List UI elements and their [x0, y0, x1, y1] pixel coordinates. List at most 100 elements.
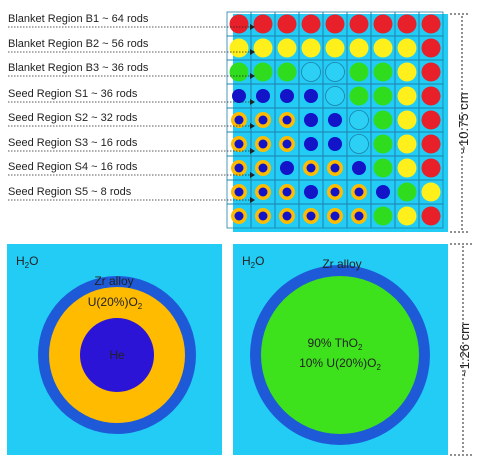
- rod-seed-ring-core: [234, 211, 244, 221]
- rod-seed-ring-core: [306, 163, 316, 173]
- rod-blanket-b2: [349, 38, 369, 58]
- rod-empty: [349, 134, 369, 154]
- rod-seed: [280, 161, 294, 175]
- region-labels: Blanket Region B1 ~ 64 rods Blanket Regio…: [8, 13, 255, 203]
- blanket-cell-fuel-label-1: 90% ThO2: [308, 336, 363, 352]
- rod-seed-ring-core: [234, 163, 244, 173]
- rod-seed-ring-core: [282, 115, 292, 125]
- rod-empty: [349, 110, 369, 130]
- rod-seed-ring-core: [330, 163, 340, 173]
- rod-blanket-b2: [253, 38, 273, 58]
- rod-blanket-b2: [397, 158, 417, 178]
- rod-seed-ring-core: [282, 139, 292, 149]
- region-label: Seed Region S4 ~ 16 rods: [8, 161, 138, 173]
- rod-blanket-b1: [421, 86, 441, 106]
- rod-blanket-b2: [397, 62, 417, 82]
- rod-blanket-b1: [277, 14, 297, 34]
- rod-blanket-b2: [277, 38, 297, 58]
- region-leader-arrow: [250, 49, 255, 55]
- rod-blanket-b2: [421, 182, 441, 202]
- region-leader-arrow: [250, 99, 255, 105]
- rod-seed-ring-core: [330, 187, 340, 197]
- assembly-dimension: ~10.75 cm: [450, 13, 471, 233]
- rod-seed-ring-core: [258, 187, 268, 197]
- rod-seed-ring-core: [258, 115, 268, 125]
- rod-seed-ring-core: [330, 211, 340, 221]
- rod-seed-ring-core: [354, 211, 364, 221]
- rod-blanket-b1: [421, 62, 441, 82]
- rod-blanket-b1: [373, 14, 393, 34]
- rod-blanket-b3: [397, 182, 417, 202]
- rod-blanket-b1: [397, 14, 417, 34]
- region-leader-arrow: [250, 73, 255, 79]
- seed-cell-gap-label: He: [109, 348, 125, 362]
- region-leader-arrow: [250, 172, 255, 178]
- rod-blanket-b3: [373, 110, 393, 130]
- rod-blanket-b3: [277, 62, 297, 82]
- rod-blanket-b2: [229, 38, 249, 58]
- rod-seed: [232, 89, 246, 103]
- rod-blanket-b1: [229, 14, 249, 34]
- region-label: Seed Region S2 ~ 32 rods: [8, 112, 138, 124]
- rod-seed-ring-core: [282, 211, 292, 221]
- rod-seed: [304, 113, 318, 127]
- region-label: Seed Region S1 ~ 36 rods: [8, 88, 138, 100]
- region-leader-arrow: [250, 24, 255, 30]
- rod-blanket-b3: [373, 206, 393, 226]
- blanket-cell-fuel: [261, 276, 419, 434]
- rod-blanket-b3: [373, 134, 393, 154]
- assembly-dimension-label: ~10.75 cm: [456, 92, 471, 153]
- rod-seed: [256, 89, 270, 103]
- rod-blanket-b2: [397, 110, 417, 130]
- rod-blanket-b1: [421, 110, 441, 130]
- rod-seed-ring-core: [234, 187, 244, 197]
- rod-seed: [304, 185, 318, 199]
- rod-blanket-b2: [397, 134, 417, 154]
- rod-blanket-b2: [325, 38, 345, 58]
- rod-blanket-b2: [397, 206, 417, 226]
- rod-seed-ring-core: [282, 187, 292, 197]
- rod-seed: [328, 137, 342, 151]
- rod-blanket-b1: [253, 14, 273, 34]
- region-label: Seed Region S3 ~ 16 rods: [8, 137, 138, 149]
- rod-blanket-b3: [373, 86, 393, 106]
- rod-empty: [301, 62, 321, 82]
- rod-blanket-b1: [421, 134, 441, 154]
- assembly-lattice: [226, 11, 448, 232]
- rod-blanket-b1: [421, 158, 441, 178]
- rod-blanket-b3: [229, 62, 249, 82]
- seed-cell-fuel-label: U(20%)O2: [88, 295, 143, 311]
- rod-blanket-b1: [325, 14, 345, 34]
- rod-seed: [280, 89, 294, 103]
- rod-blanket-b2: [397, 38, 417, 58]
- region-label: Blanket Region B3 ~ 36 rods: [8, 62, 149, 74]
- rod-blanket-b1: [301, 14, 321, 34]
- blanket-cell-coolant-label: H2O: [242, 254, 264, 270]
- rod-seed-ring-core: [258, 163, 268, 173]
- region-label: Blanket Region B2 ~ 56 rods: [8, 38, 149, 50]
- region-leader-arrow: [250, 148, 255, 154]
- lattice-grid-square: [418, 203, 444, 229]
- region-leader-arrow: [250, 197, 255, 203]
- seed-cell: H2O Zr alloy U(20%)O2 He: [7, 244, 222, 455]
- rod-seed-ring-core: [234, 139, 244, 149]
- rod-seed: [352, 161, 366, 175]
- rod-empty: [325, 86, 345, 106]
- region-label: Seed Region S5 ~ 8 rods: [8, 186, 132, 198]
- rod-blanket-b3: [373, 158, 393, 178]
- rod-seed: [304, 137, 318, 151]
- rod-blanket-b1: [421, 38, 441, 58]
- blanket-cell-fuel-label-2: 10% U(20%)O2: [299, 356, 381, 372]
- rod-blanket-b3: [373, 62, 393, 82]
- rod-blanket-b2: [301, 38, 321, 58]
- rod-seed: [328, 113, 342, 127]
- rod-seed-ring-core: [258, 139, 268, 149]
- cell-dimension: ~1.26 cm: [450, 243, 472, 456]
- seed-cell-clad-label: Zr alloy: [94, 274, 133, 288]
- rod-blanket-b1: [349, 14, 369, 34]
- blanket-cell-clad-label: Zr alloy: [322, 257, 361, 271]
- rod-blanket-b1: [421, 14, 441, 34]
- seed-cell-gap: [80, 318, 154, 392]
- rod-blanket-b2: [373, 38, 393, 58]
